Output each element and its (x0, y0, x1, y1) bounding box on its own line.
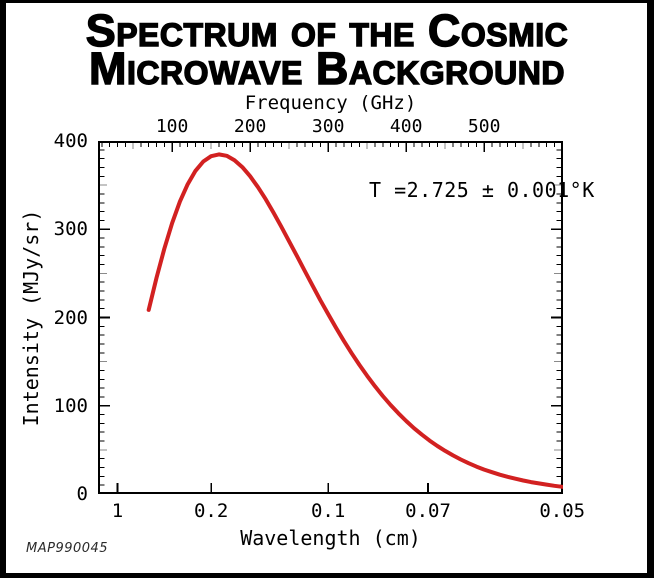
plot-area (98, 141, 563, 494)
temperature-annotation: T =2.725 ± 0.001°K (369, 178, 595, 202)
top-axis-title: Frequency (GHz) (244, 92, 417, 114)
title-line-2: Microwave Background (88, 43, 565, 94)
figure-title: Spectrum of the Cosmic Microwave Backgro… (0, 5, 654, 94)
top-axis-tick-label: 400 (389, 116, 423, 137)
bottom-axis-tick-label: 1 (111, 500, 124, 522)
top-axis-tick-label: 200 (233, 116, 267, 137)
top-axis-tick-label: 300 (311, 116, 345, 137)
top-axis-tick-label: 500 (467, 116, 501, 137)
title-line-1: Spectrum of the Cosmic (85, 5, 569, 56)
y-axis-tick-label: 200 (53, 306, 88, 329)
bottom-axis-tick-label: 0.2 (193, 500, 229, 522)
bottom-axis-tick-label: 0.05 (539, 500, 586, 522)
bottom-axis-tick-label: 0.07 (405, 500, 451, 522)
y-axis-tick-label: 400 (53, 130, 88, 152)
plot-frame (98, 141, 563, 494)
y-axis-tick-label: 0 (76, 483, 88, 505)
bottom-axis-tick-label: 0.1 (310, 500, 346, 522)
bottom-axis-title: Wavelength (cm) (240, 526, 421, 550)
figure-id: MAP990045 (26, 541, 109, 556)
y-axis-tick-label: 100 (53, 394, 88, 417)
cmb-spectrum-curve (146, 152, 563, 489)
top-axis-tick-label: 100 (155, 116, 189, 137)
y-axis-tick-label: 300 (53, 218, 88, 241)
